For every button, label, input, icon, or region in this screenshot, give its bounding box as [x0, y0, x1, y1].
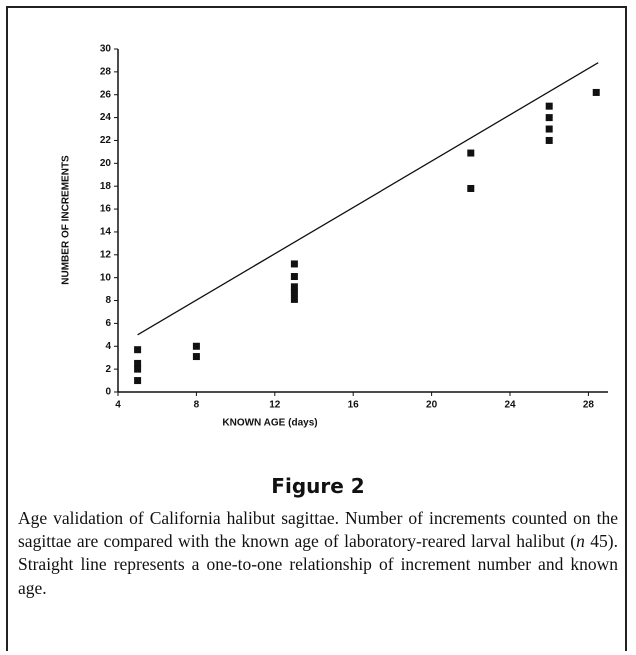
data-point	[134, 377, 142, 385]
data-point	[290, 260, 298, 268]
data-point	[545, 114, 553, 122]
data-point	[290, 289, 298, 297]
x-tick-label: 16	[348, 400, 360, 411]
x-tick-label: 28	[583, 400, 595, 411]
figure-border	[6, 6, 627, 651]
caption-text: Age validation of California halibut sag…	[18, 508, 618, 552]
data-point	[290, 273, 298, 281]
y-tick-label: 20	[100, 158, 112, 169]
data-point	[192, 353, 200, 361]
data-point	[192, 342, 200, 350]
y-tick-label: 4	[105, 341, 111, 352]
y-tick-label: 6	[105, 318, 111, 329]
x-tick-label: 12	[269, 400, 281, 411]
data-point	[592, 88, 600, 96]
data-point	[134, 346, 142, 354]
chart: KNOWN AGE (days) NUMBER OF INCREMENTS 0 2…	[61, 44, 608, 429]
y-tick-label: 16	[100, 204, 112, 215]
y-tick-label: 24	[100, 112, 112, 123]
y-tick-label: 14	[100, 227, 112, 238]
y-tick-label: 30	[100, 44, 112, 55]
y-tick-label: 0	[105, 387, 111, 398]
data-point	[290, 295, 298, 303]
y-tick-label: 18	[100, 181, 112, 192]
caption-italic: n	[576, 531, 585, 552]
data-point	[467, 184, 475, 192]
y-tick-label: 2	[105, 364, 111, 375]
y-tick-label: 12	[100, 249, 112, 260]
y-axis-label: NUMBER OF INCREMENTS	[61, 155, 72, 285]
y-tick-label: 22	[100, 135, 112, 146]
x-tick-label: 20	[426, 400, 438, 411]
y-tick-label: 28	[100, 67, 112, 78]
x-tick-label: 24	[504, 400, 516, 411]
figure-title: Figure 2	[271, 474, 365, 498]
y-tick-label: 26	[100, 89, 112, 100]
x-tick-label: 8	[194, 400, 200, 411]
y-tick-label: 8	[105, 295, 111, 306]
y-tick-label: 10	[100, 272, 112, 283]
reference-line	[137, 62, 599, 336]
x-axis-label: KNOWN AGE (days)	[222, 418, 317, 429]
data-point	[134, 365, 142, 373]
x-tick-label: 4	[115, 400, 121, 411]
data-point	[545, 102, 553, 110]
caption-text: 45). Straight line represents a one-to-o…	[18, 531, 618, 598]
data-point	[467, 149, 475, 157]
data-point	[290, 283, 298, 291]
data-point	[545, 125, 553, 133]
data-point	[545, 136, 553, 144]
figure-caption: Age validation of California halibut sag…	[18, 507, 618, 600]
data-point	[134, 359, 142, 367]
